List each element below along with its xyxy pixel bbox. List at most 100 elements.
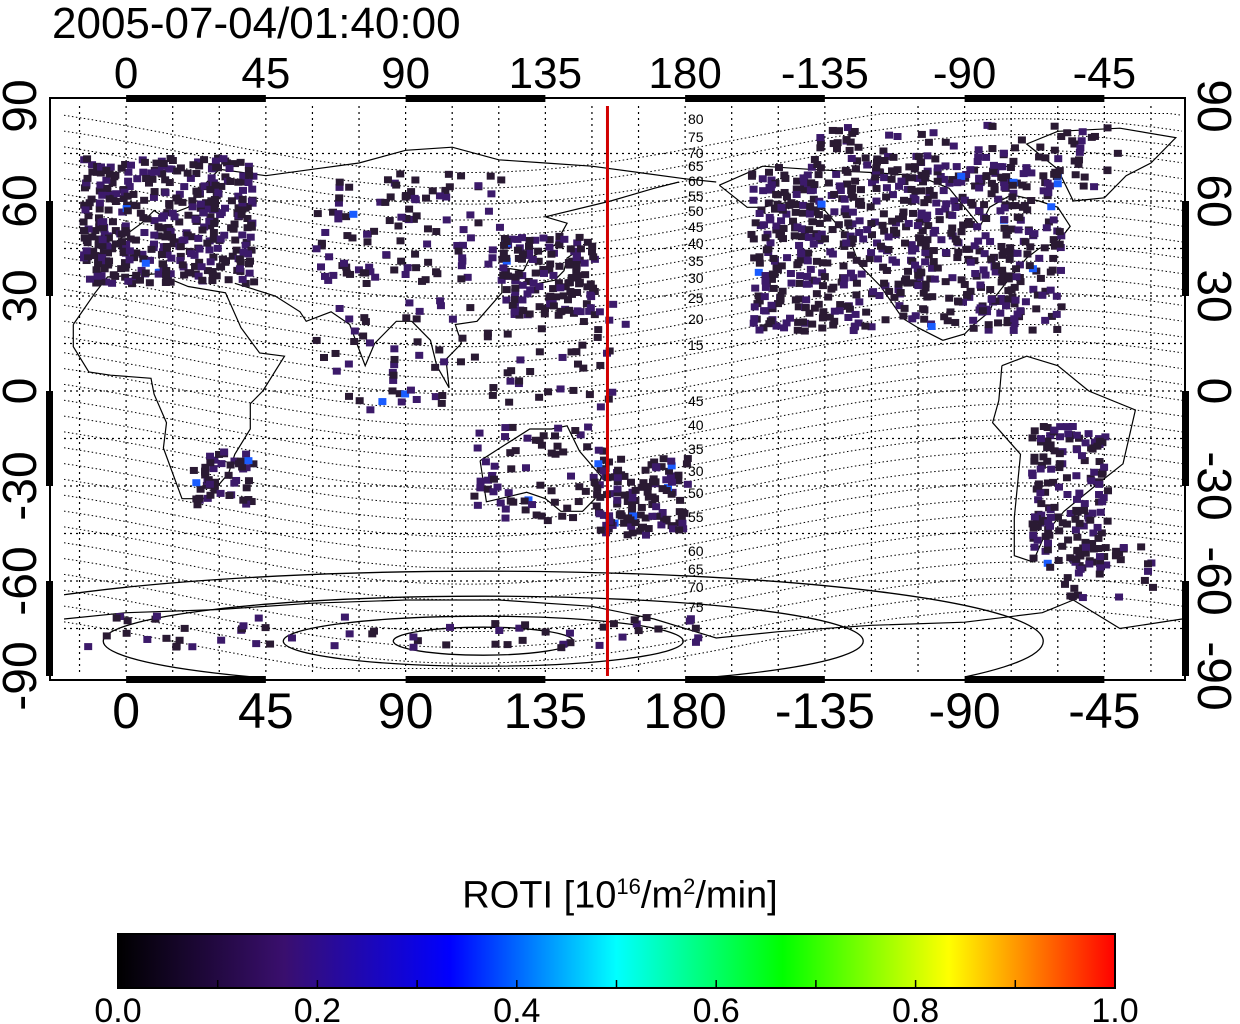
roti-cell [1004, 287, 1013, 295]
roti-cell [199, 209, 208, 217]
roti-cell [981, 232, 990, 240]
lon-tick-label: -135 [781, 49, 869, 98]
roti-cell [795, 279, 804, 287]
roti-cell [1053, 325, 1062, 333]
roti-cell [861, 154, 870, 162]
roti-cell [666, 474, 675, 482]
contour-line [64, 244, 1182, 316]
roti-cell [1007, 225, 1016, 233]
roti-cell [195, 245, 204, 253]
roti-cell [118, 208, 127, 216]
roti-cell [790, 232, 799, 240]
roti-cell [903, 279, 912, 287]
roti-cell [637, 503, 646, 511]
roti-cell [609, 300, 618, 308]
roti-cell [236, 158, 245, 166]
roti-cell [923, 293, 932, 301]
roti-cell [335, 304, 344, 312]
roti-cell [205, 217, 214, 225]
roti-cell [141, 259, 150, 267]
roti-cell [779, 224, 788, 232]
roti-cell [242, 450, 251, 458]
roti-cell [818, 314, 827, 322]
roti-cell [191, 215, 200, 223]
roti-cell [916, 268, 925, 276]
roti-cell [1085, 560, 1094, 568]
roti-cell [923, 236, 932, 244]
roti-cell [975, 184, 984, 192]
roti-cell [555, 262, 564, 270]
roti-cell [539, 432, 548, 440]
roti-cell [1072, 472, 1081, 480]
roti-cell [579, 364, 588, 372]
roti-cell [882, 184, 891, 192]
roti-cell [1028, 326, 1037, 334]
roti-cell [802, 280, 811, 288]
roti-cell [897, 177, 906, 185]
roti-cell [84, 225, 93, 233]
roti-cell [125, 183, 134, 191]
roti-cell [511, 447, 520, 455]
roti-cell [925, 190, 934, 198]
roti-cell [1073, 547, 1082, 555]
roti-cell [581, 271, 590, 279]
roti-cell [119, 248, 128, 256]
roti-cell [1036, 489, 1045, 497]
contour-label: 50 [688, 203, 704, 219]
roti-cell [574, 498, 583, 506]
roti-cell [805, 309, 814, 317]
roti-cell [537, 441, 546, 449]
roti-cell [921, 258, 930, 266]
contour-line [64, 387, 1182, 458]
roti-cell [325, 253, 334, 261]
roti-cell [1036, 143, 1045, 151]
roti-cell [918, 227, 927, 235]
roti-cell [397, 257, 406, 265]
roti-cell [636, 527, 645, 535]
roti-cell [1084, 430, 1093, 438]
roti-cell [751, 284, 760, 292]
roti-cell [220, 448, 229, 456]
roti-cell [84, 253, 93, 261]
roti-cell [1054, 483, 1063, 491]
roti-cell [489, 488, 498, 496]
lon-tick-label: -45 [1073, 49, 1137, 98]
roti-cell [755, 259, 764, 267]
roti-cell [810, 304, 819, 312]
roti-cell [371, 273, 380, 281]
roti-cell [431, 363, 440, 371]
roti-cell [1144, 567, 1153, 575]
roti-cell [605, 512, 614, 520]
roti-cell [1016, 307, 1025, 315]
roti-cell [1079, 182, 1088, 190]
roti-cell [502, 254, 511, 262]
roti-cell [454, 247, 463, 255]
roti-cell [402, 214, 411, 222]
roti-cell [825, 313, 834, 321]
roti-cell [642, 614, 651, 622]
roti-cell [855, 298, 864, 306]
roti-cell [780, 188, 789, 196]
roti-cell [211, 181, 220, 189]
roti-cell [370, 227, 379, 235]
coastline [64, 599, 1182, 639]
roti-cell [862, 308, 871, 316]
contour-label: 35 [688, 253, 704, 269]
roti-cell [194, 272, 203, 280]
roti-cell [962, 170, 971, 178]
roti-cell [780, 324, 789, 332]
roti-cell [1078, 594, 1087, 602]
roti-cell [768, 270, 777, 278]
roti-cell [210, 478, 219, 486]
roti-cell [772, 190, 781, 198]
roti-cell [91, 227, 100, 235]
roti-cell [125, 247, 134, 255]
roti-cell [613, 496, 622, 504]
roti-cell [943, 317, 952, 325]
roti-cell [340, 613, 349, 621]
contour-line [64, 260, 1182, 332]
roti-cell [1050, 146, 1059, 154]
roti-cell [157, 251, 166, 259]
roti-cell [998, 271, 1007, 279]
roti-cell [335, 183, 344, 191]
